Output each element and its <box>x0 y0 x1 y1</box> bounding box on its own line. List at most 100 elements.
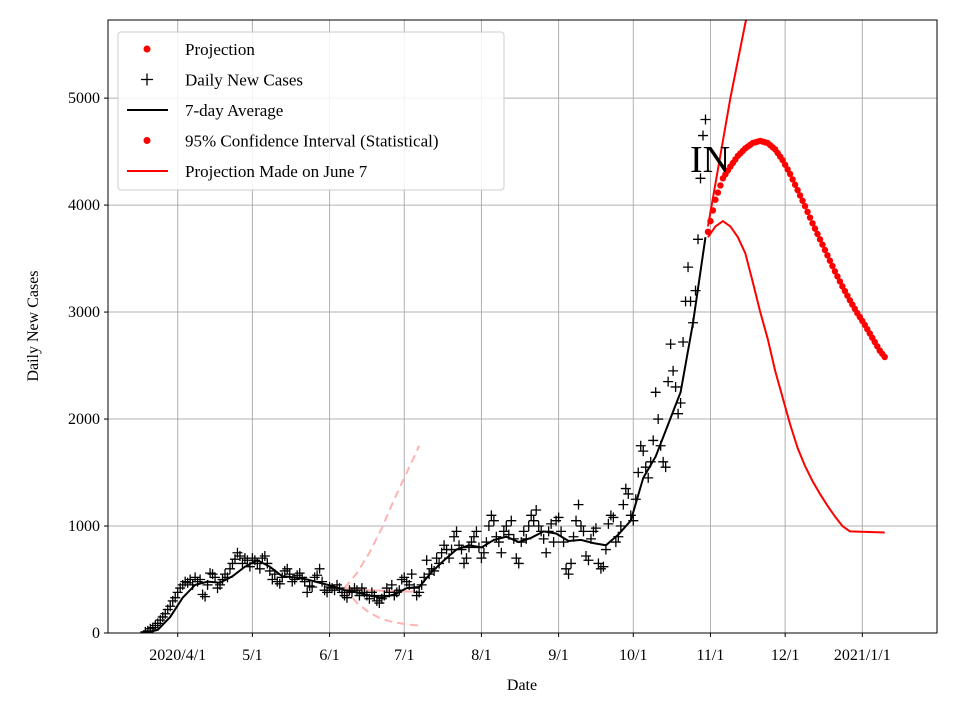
daily-cases-point <box>638 446 649 457</box>
daily-cases-point <box>561 563 572 574</box>
daily-cases-point <box>396 574 407 585</box>
daily-cases-point <box>576 521 587 532</box>
daily-cases-point <box>595 563 606 574</box>
daily-cases-point <box>488 515 499 526</box>
daily-cases-point <box>414 587 425 598</box>
projection-point <box>801 202 809 210</box>
y-tick-label: 3000 <box>68 304 100 321</box>
daily-cases-point <box>531 504 542 515</box>
daily-cases-point <box>553 512 564 523</box>
y-tick-label: 0 <box>92 625 100 642</box>
daily-cases-point <box>513 558 524 569</box>
daily-cases-point <box>272 576 283 587</box>
x-tick-label: 9/1 <box>548 647 568 664</box>
daily-cases-point <box>259 550 270 561</box>
daily-cases-point <box>215 579 226 590</box>
daily-cases-point <box>312 570 323 581</box>
daily-cases-point <box>573 499 584 510</box>
daily-cases-point <box>610 537 621 548</box>
x-tick-label: 8/1 <box>471 647 491 664</box>
daily-cases-point <box>578 526 589 537</box>
projection-point <box>789 176 796 183</box>
daily-cases-point <box>653 414 664 425</box>
daily-cases-point <box>583 555 594 566</box>
daily-cases-point <box>461 553 472 564</box>
daily-cases-point <box>294 568 305 579</box>
x-tick-label: 2020/4/1 <box>149 647 206 664</box>
daily-cases-point <box>615 521 626 532</box>
projection-point <box>834 273 841 280</box>
seven-day-average-line <box>145 237 707 633</box>
daily-cases-point <box>590 523 601 534</box>
daily-cases-point <box>523 521 534 532</box>
projection-point <box>824 252 831 259</box>
projection-point <box>714 189 722 196</box>
projection-point <box>811 225 819 232</box>
projection-point <box>704 228 712 236</box>
daily-cases-point <box>227 558 238 569</box>
daily-cases-point <box>150 620 161 631</box>
projection-point <box>796 192 804 199</box>
x-tick-label: 10/1 <box>619 647 647 664</box>
x-tick-label: 11/1 <box>697 647 725 664</box>
daily-cases-point <box>399 572 410 583</box>
daily-cases-point <box>247 553 258 564</box>
daily-cases-point <box>451 526 462 537</box>
projection-point <box>831 268 839 275</box>
daily-cases-point <box>658 456 669 467</box>
daily-cases-point <box>483 521 494 532</box>
daily-cases-point <box>695 173 706 184</box>
daily-cases-point <box>648 435 659 446</box>
daily-cases-point <box>486 510 497 521</box>
legend-label: Projection <box>185 40 255 59</box>
projection-point <box>826 257 834 264</box>
daily-cases-point <box>468 531 479 542</box>
daily-cases-point <box>548 537 559 548</box>
daily-cases-point <box>650 387 661 398</box>
ci-upper-line <box>706 20 748 227</box>
daily-cases-point <box>160 608 171 619</box>
daily-cases-point <box>603 518 614 529</box>
daily-cases-point <box>421 555 432 566</box>
daily-cases-point <box>356 583 367 594</box>
daily-cases-point <box>439 540 450 551</box>
daily-cases-point <box>506 515 517 526</box>
daily-cases-point <box>185 574 196 585</box>
daily-cases-point <box>190 572 201 583</box>
daily-cases-point <box>633 467 644 478</box>
daily-cases-point <box>197 589 208 600</box>
daily-cases-point <box>471 526 482 537</box>
y-axis: 0 1000 2000 3000 4000 5000 <box>68 90 108 642</box>
state-annotation: IN <box>690 139 730 181</box>
daily-cases-point <box>339 590 350 601</box>
daily-cases-point <box>598 561 609 572</box>
projection-point <box>791 181 799 188</box>
y-tick-label: 5000 <box>68 90 100 107</box>
projection-point <box>829 262 836 270</box>
daily-cases-point <box>224 563 235 574</box>
daily-cases-point <box>478 547 489 558</box>
projection-point <box>814 230 821 238</box>
daily-cases-point <box>678 337 689 348</box>
daily-cases-point <box>660 462 671 473</box>
legend-marker-plus <box>141 73 153 86</box>
daily-cases-point <box>526 510 537 521</box>
daily-cases-point <box>165 601 176 612</box>
projection-point <box>712 196 719 203</box>
daily-cases-point <box>683 262 694 273</box>
daily-cases-point <box>608 512 619 523</box>
projection-point <box>809 220 816 227</box>
x-tick-label: 2021/1/1 <box>834 647 891 664</box>
daily-cases-point <box>449 531 460 542</box>
daily-cases-point <box>257 553 268 564</box>
x-axis: 2020/4/1 5/1 6/1 7/1 8/1 9/1 10/1 11/1 12/1 2021/… <box>149 633 891 664</box>
plot-frame <box>107 19 938 634</box>
x-axis-label: Date <box>507 677 537 694</box>
daily-cases-point <box>511 553 522 564</box>
x-tick-label: 6/1 <box>319 647 339 664</box>
daily-cases-point <box>234 550 245 561</box>
daily-cases-point <box>685 296 696 307</box>
daily-cases-point <box>697 130 708 141</box>
legend-box <box>117 31 505 191</box>
daily-cases-point <box>386 579 397 590</box>
